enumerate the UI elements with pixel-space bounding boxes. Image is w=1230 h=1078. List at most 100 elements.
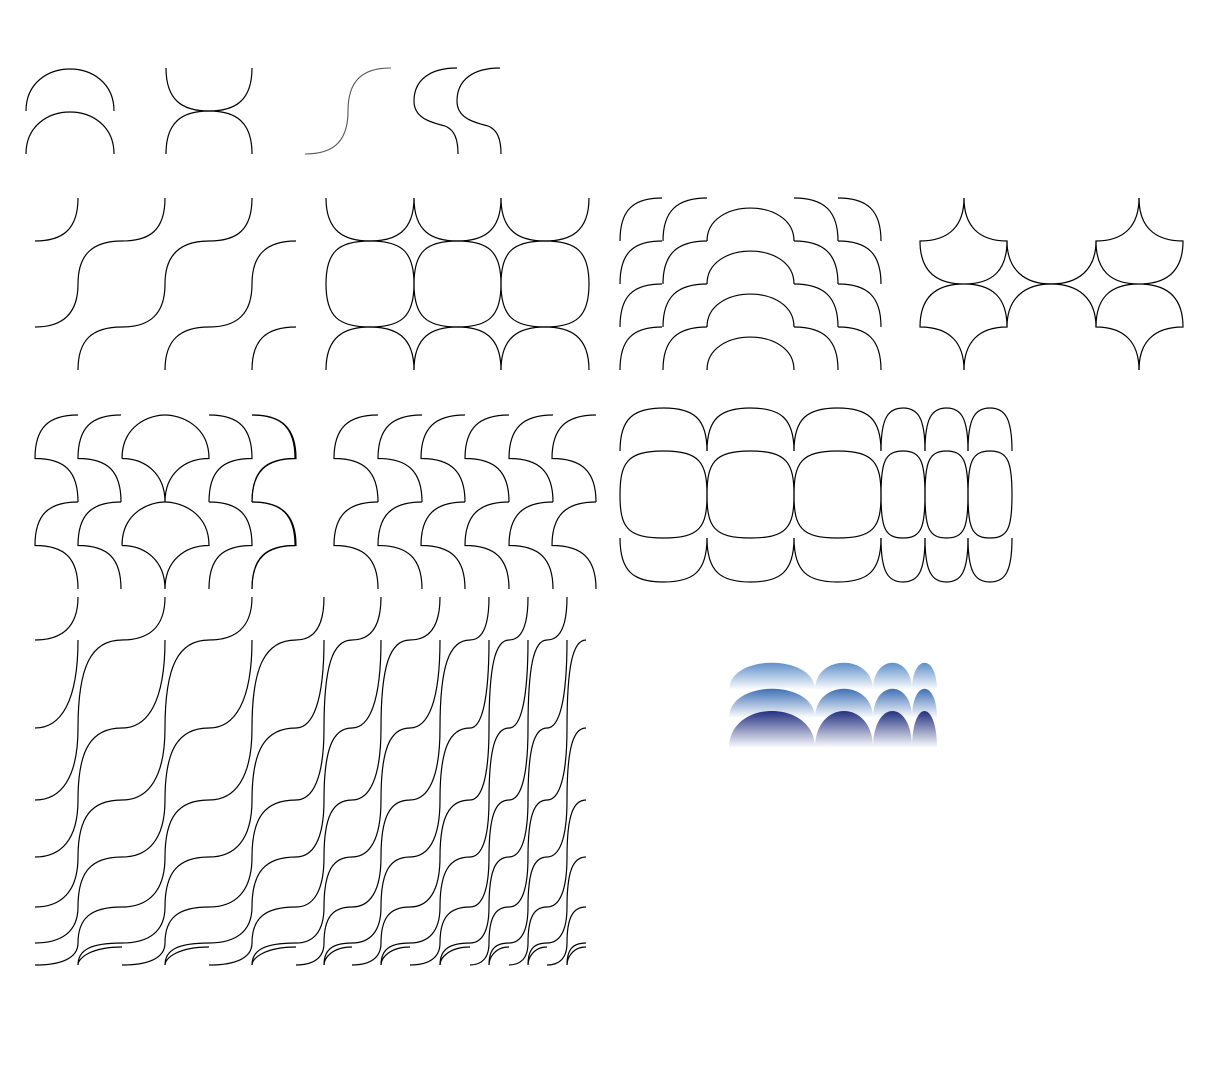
scale-arch	[706, 293, 795, 328]
c-hook	[551, 501, 597, 590]
wave-stroke	[164, 906, 210, 944]
wave-stroke	[488, 639, 510, 729]
wave-stroke	[164, 946, 210, 966]
oval-cell	[706, 450, 795, 539]
wave-stroke	[295, 906, 325, 944]
oval-cell	[924, 450, 969, 539]
scallop	[500, 326, 590, 371]
wave-stroke	[508, 596, 529, 641]
wave-stroke	[527, 906, 548, 944]
gradient-scallop	[873, 662, 912, 690]
oval-bottom	[880, 537, 926, 583]
wave-stroke	[527, 946, 548, 966]
wave-stroke	[323, 946, 353, 966]
wave-stroke	[295, 596, 325, 641]
wave-curve	[77, 283, 166, 371]
gradient-scallop	[729, 710, 815, 748]
scale-arc	[793, 240, 839, 285]
scale-arc	[662, 326, 708, 371]
wave-curve	[164, 197, 253, 285]
gradient-scallop	[873, 688, 912, 718]
wave-stroke	[208, 639, 253, 729]
wave-stroke	[121, 727, 166, 801]
star-link	[1006, 283, 1097, 328]
wave-stroke	[409, 596, 441, 641]
wave-stroke	[566, 799, 587, 858]
wave-stroke	[380, 946, 411, 966]
wave-stroke	[208, 799, 253, 858]
c-hook	[464, 414, 510, 503]
wave-stroke	[351, 639, 382, 729]
wave-curve	[164, 283, 253, 371]
wave-stroke	[121, 906, 166, 944]
c-hook	[508, 414, 554, 503]
wave-stroke	[323, 799, 353, 858]
wave-stroke	[121, 596, 166, 641]
wave-stroke	[77, 856, 123, 908]
wave-stroke	[508, 942, 529, 966]
wave-stroke	[409, 942, 441, 966]
wave-stroke	[351, 799, 382, 858]
oval-bottom	[619, 537, 708, 583]
gradient-scallop	[912, 710, 937, 748]
wave-stroke	[546, 639, 568, 729]
wave-stroke	[546, 856, 568, 908]
wave-stroke	[380, 942, 411, 966]
motif-wave-tile	[34, 197, 297, 371]
wave-stroke	[164, 727, 210, 801]
scale-arc	[837, 283, 882, 328]
wave-stroke	[251, 906, 297, 944]
wave-stroke	[546, 727, 568, 801]
wave-stroke	[439, 906, 471, 944]
scallop	[325, 326, 415, 371]
wave-stroke	[469, 942, 490, 966]
circle-cell	[325, 240, 415, 328]
scale-arc	[837, 326, 882, 371]
wave-stroke	[566, 727, 587, 801]
wave-stroke	[34, 639, 79, 729]
wave-stroke	[164, 799, 210, 858]
shell-hook	[77, 501, 122, 590]
wave-stroke	[208, 906, 253, 944]
oval-top	[924, 407, 969, 452]
wave-stroke	[351, 856, 382, 908]
shell-hook	[251, 501, 297, 590]
wave-stroke	[508, 856, 529, 908]
c-hook	[420, 414, 466, 503]
oval-cell	[967, 450, 1013, 539]
oval-bottom	[706, 537, 795, 583]
motif-hook-rows	[333, 414, 597, 590]
wave-stroke	[77, 727, 123, 801]
motif-fan-shell	[34, 414, 297, 590]
wave-stroke	[488, 942, 510, 966]
shell-hook	[208, 501, 253, 590]
wave-stroke	[546, 906, 568, 944]
wave-stroke	[488, 856, 510, 908]
wave-stroke	[77, 639, 123, 729]
scale-arch	[706, 207, 795, 242]
star-edge	[1138, 197, 1184, 371]
oval-cell	[793, 450, 882, 539]
c-hook	[333, 501, 379, 590]
wave-stroke	[508, 906, 529, 944]
scale-arc	[662, 197, 708, 242]
star-edge	[963, 197, 1008, 371]
star-edge	[919, 197, 965, 371]
wave-stroke	[508, 639, 529, 729]
wave-stroke	[488, 727, 510, 801]
wave-stroke	[409, 727, 441, 801]
motif-wave-field	[34, 596, 587, 966]
wave-stroke	[295, 856, 325, 908]
wave-stroke	[34, 906, 79, 944]
oval-bottom	[967, 537, 1013, 583]
scale-arch	[706, 336, 795, 371]
star-link	[1006, 240, 1097, 285]
wave-stroke	[351, 596, 382, 641]
wave-stroke	[323, 942, 353, 966]
wave-stroke	[380, 799, 411, 858]
wave-stroke	[208, 856, 253, 908]
motif-s-curve	[304, 67, 392, 155]
c-hook	[551, 414, 597, 503]
wave-stroke	[566, 906, 587, 944]
